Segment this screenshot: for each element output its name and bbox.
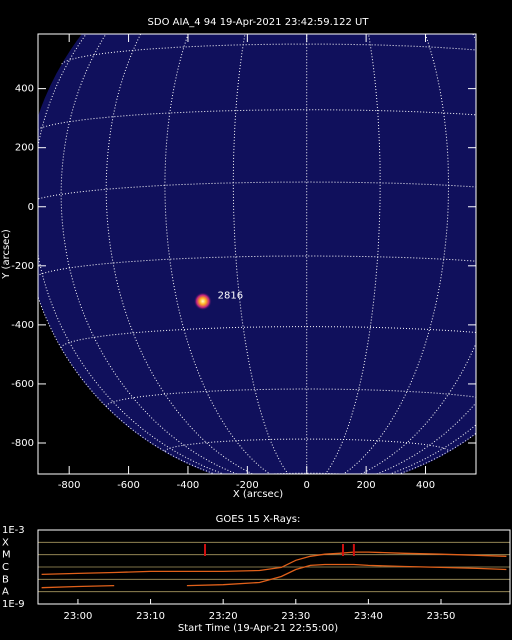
goes-x-label: Start Time (19-Apr-21 22:55:00) xyxy=(178,623,338,634)
y-tick-label: 1E-9 xyxy=(2,599,25,610)
y-tick-label: -200 xyxy=(11,261,34,272)
y-tick-label: 0 xyxy=(28,202,34,213)
grid-curve xyxy=(324,34,381,474)
x-tick-label: 23:30 xyxy=(281,611,310,622)
x-tick-label: 23:40 xyxy=(354,611,383,622)
solar-image xyxy=(38,34,476,474)
solar-disk xyxy=(38,34,476,474)
y-tick-label: X xyxy=(2,537,9,548)
x-tick-label: -600 xyxy=(117,480,140,491)
grid-curve xyxy=(232,34,289,474)
x-tick-label: 23:20 xyxy=(209,611,238,622)
x-tick-label: 23:00 xyxy=(64,611,93,622)
y-tick-label: -600 xyxy=(11,379,34,390)
region-label: 2816 xyxy=(218,290,243,301)
flux-line xyxy=(41,584,115,589)
grid-curve xyxy=(38,295,217,474)
y-tick-label: C xyxy=(2,562,9,573)
x-tick-label: -200 xyxy=(236,480,259,491)
x-tick-label: 23:50 xyxy=(427,611,456,622)
x-tick-label: 0 xyxy=(304,480,310,491)
y-tick-label: B xyxy=(2,574,9,585)
x-tick-label: 200 xyxy=(357,480,376,491)
y-tick-label: 400 xyxy=(15,84,34,95)
grid-curve xyxy=(38,109,476,130)
x-tick-label: 23:10 xyxy=(136,611,165,622)
goes-title: GOES 15 X-Rays: xyxy=(216,514,301,525)
active-region xyxy=(193,292,212,311)
y-tick-label: 1E-3 xyxy=(2,525,25,536)
image-frame xyxy=(37,33,477,475)
grid-curve xyxy=(38,255,476,276)
y-tick-label: M xyxy=(2,550,11,561)
grid-curve xyxy=(342,34,450,474)
y-tick-label: 200 xyxy=(15,143,34,154)
goes-frame xyxy=(37,529,511,605)
goes-plot xyxy=(38,541,510,593)
x-tick-label: 400 xyxy=(416,480,435,491)
y-axis-label: Y (arcsec) xyxy=(1,229,12,280)
grid-curve xyxy=(164,34,271,474)
y-tick-label: A xyxy=(2,587,9,598)
flux-line xyxy=(41,551,507,576)
x-axis-label: X (arcsec) xyxy=(233,489,283,500)
grid-curve xyxy=(105,34,254,474)
y-tick-label: -800 xyxy=(11,438,34,449)
image-title: SDO AIA_4 94 19-Apr-2021 23:42:59.122 UT xyxy=(148,17,370,28)
x-tick-label: -400 xyxy=(177,480,200,491)
flux-line xyxy=(186,563,507,587)
x-tick-label: -800 xyxy=(58,480,81,491)
y-tick-label: -400 xyxy=(11,320,34,331)
